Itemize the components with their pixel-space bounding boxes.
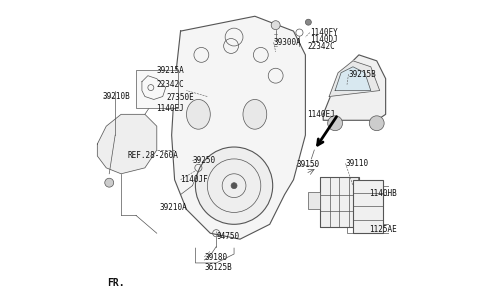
Text: 39215B: 39215B xyxy=(348,70,376,79)
Bar xyxy=(383,186,389,195)
Text: 39210B: 39210B xyxy=(103,92,131,101)
Text: 39210A: 39210A xyxy=(160,203,188,212)
Text: 1125AE: 1125AE xyxy=(369,225,397,234)
Ellipse shape xyxy=(187,100,210,129)
Bar xyxy=(136,70,178,108)
Text: 39300A: 39300A xyxy=(274,38,301,47)
Text: REF.28-260A: REF.28-260A xyxy=(127,151,178,160)
Bar xyxy=(320,177,359,227)
Circle shape xyxy=(271,21,280,30)
Text: 39180: 39180 xyxy=(204,253,228,262)
Bar xyxy=(347,186,353,195)
Text: 1140JF: 1140JF xyxy=(180,175,208,184)
Text: 39215A: 39215A xyxy=(156,66,184,75)
Circle shape xyxy=(328,116,343,131)
Text: 1140EJ: 1140EJ xyxy=(307,110,335,119)
Text: 39110: 39110 xyxy=(346,159,369,168)
Text: 22342C: 22342C xyxy=(307,42,335,51)
Text: 1140DJ: 1140DJ xyxy=(310,35,337,44)
Circle shape xyxy=(231,183,237,189)
Circle shape xyxy=(195,147,273,224)
Polygon shape xyxy=(323,55,385,120)
Text: 1140FY: 1140FY xyxy=(310,28,337,37)
Text: 1140EJ: 1140EJ xyxy=(156,104,184,113)
Circle shape xyxy=(305,19,312,25)
Polygon shape xyxy=(97,114,157,174)
Bar xyxy=(383,224,389,233)
Bar xyxy=(347,224,353,233)
Polygon shape xyxy=(335,67,371,91)
Bar xyxy=(353,180,383,233)
Text: FR.: FR. xyxy=(107,278,124,288)
Text: 27350E: 27350E xyxy=(167,93,194,102)
Text: 94750: 94750 xyxy=(216,232,240,241)
Polygon shape xyxy=(172,16,305,239)
Text: 39150: 39150 xyxy=(297,160,320,169)
Polygon shape xyxy=(329,61,380,97)
Bar xyxy=(308,192,320,209)
Circle shape xyxy=(105,178,114,187)
Ellipse shape xyxy=(243,100,267,129)
Text: 22342C: 22342C xyxy=(156,80,184,89)
Text: 36125B: 36125B xyxy=(204,263,232,272)
Circle shape xyxy=(369,116,384,131)
Text: 39250: 39250 xyxy=(192,156,216,165)
Text: 1140HB: 1140HB xyxy=(369,189,397,198)
